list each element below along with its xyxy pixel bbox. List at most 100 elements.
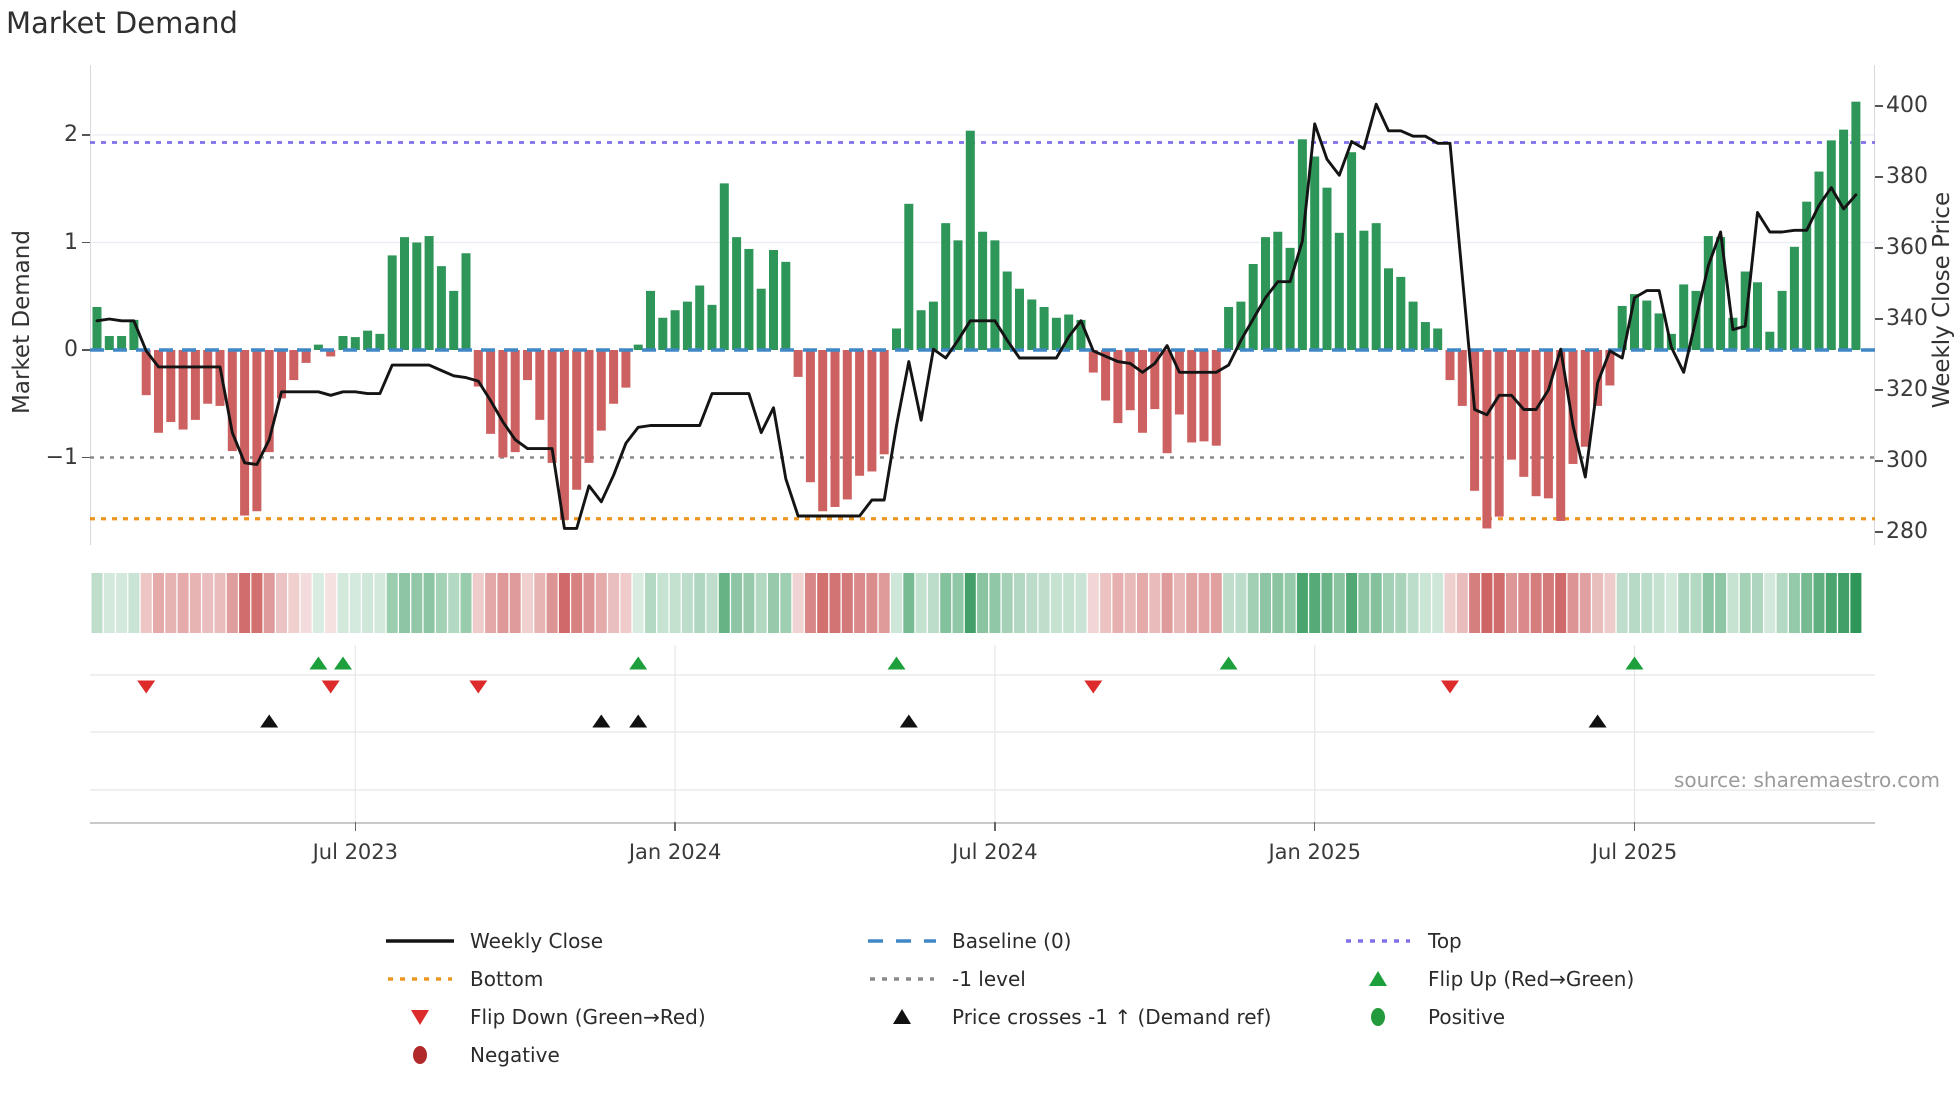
demand-bar — [1113, 350, 1123, 424]
demand-bar — [387, 255, 397, 350]
legend-label: Baseline (0) — [952, 929, 1072, 953]
heatmap-cell — [239, 573, 251, 633]
heatmap-cell — [792, 573, 804, 633]
right-tick-label: 340 — [1886, 306, 1928, 331]
heatmap-cell — [1604, 573, 1616, 633]
heatmap-cell — [1321, 573, 1333, 633]
demand-bar — [1322, 187, 1332, 350]
demand-bar — [1039, 307, 1049, 350]
heatmap-cell — [1063, 573, 1075, 633]
tick-mark — [1875, 318, 1883, 320]
demand-bar — [473, 350, 483, 387]
heatmap-cell — [460, 573, 472, 633]
legend-label: Flip Up (Red→Green) — [1428, 967, 1635, 991]
tick-mark — [82, 134, 90, 136]
heatmap-cell — [325, 573, 337, 633]
legend-item-positive: Positive — [1342, 1002, 1505, 1032]
heatmap-cell — [1296, 573, 1308, 633]
right-axis-label: Weekly Close Price — [1929, 191, 1955, 409]
heatmap-cell — [1641, 573, 1653, 633]
heatmap-cell — [263, 573, 275, 633]
heatmap-cell — [276, 573, 287, 633]
demand-bar — [461, 253, 471, 350]
heatmap-cell — [1727, 573, 1739, 633]
flip-up-marker — [309, 656, 328, 670]
heatmap-cell — [706, 573, 718, 633]
demand-bar — [596, 350, 606, 431]
heatmap-cell — [1050, 573, 1062, 633]
demand-bar — [1248, 264, 1258, 350]
demand-bar — [240, 350, 250, 516]
heatmap-cell — [583, 573, 595, 633]
demand-bar — [252, 350, 262, 512]
heatmap-cell — [1087, 573, 1099, 633]
demand-bar — [412, 242, 422, 350]
heatmap-cell — [977, 573, 989, 633]
demand-bar — [879, 350, 889, 455]
demand-bar — [1199, 350, 1209, 442]
heatmap-cell — [854, 573, 866, 633]
demand-bar — [1359, 230, 1369, 350]
legend-item-bottom: Bottom — [384, 964, 543, 994]
heatmap-cell — [927, 573, 939, 633]
price-cross-marker — [899, 714, 918, 728]
heatmap-cell — [362, 573, 374, 633]
demand-bar — [1384, 268, 1393, 350]
heatmap-cell — [1752, 573, 1763, 633]
flip-down-marker — [137, 680, 156, 694]
demand-bar — [1002, 271, 1012, 350]
heatmap-cell — [866, 573, 878, 633]
heatmap-cell — [1186, 573, 1198, 633]
heatmap-cell — [1309, 573, 1321, 633]
heatmap-cell — [399, 573, 410, 633]
demand-bar — [1494, 350, 1504, 517]
demand-bar — [1174, 350, 1184, 415]
heatmap-cell — [1137, 573, 1148, 633]
demand-bar — [707, 304, 717, 350]
demand-bar — [1789, 246, 1799, 350]
demand-price-chart — [90, 65, 1875, 545]
demand-bar — [264, 350, 274, 453]
right-tick-label: 320 — [1886, 377, 1928, 402]
heatmap-cell — [768, 573, 779, 633]
heatmap-cell — [1715, 573, 1727, 633]
demand-bar — [1236, 301, 1246, 350]
heatmap-cell — [731, 573, 743, 633]
heatmap-cell — [485, 573, 497, 633]
flip-up-marker — [1219, 656, 1238, 670]
heatmap-cell — [1469, 573, 1481, 633]
heatmap-cell — [1112, 573, 1124, 633]
demand-bar — [326, 350, 336, 357]
heatmap-cell — [780, 573, 792, 633]
flip-up-marker — [629, 656, 648, 670]
demand-bar — [1556, 350, 1566, 521]
heatmap-cell — [743, 573, 755, 633]
demand-bar — [498, 350, 508, 458]
demand-bar — [1580, 350, 1590, 447]
heatmap-cell — [558, 573, 570, 633]
heatmap-cell — [251, 573, 263, 633]
demand-bar — [941, 223, 951, 350]
demand-bar — [559, 350, 569, 520]
x-tick-label: Jul 2024 — [952, 840, 1038, 864]
demand-bar — [609, 350, 619, 404]
heatmap-cell — [1801, 573, 1813, 633]
demand-bar — [830, 350, 840, 507]
demand-bar — [350, 337, 360, 350]
legend-label: -1 level — [952, 967, 1026, 991]
heatmap-cell — [1702, 573, 1714, 633]
legend-item-baseline: Baseline (0) — [866, 926, 1071, 956]
demand-bar — [400, 237, 409, 350]
demand-bar — [1261, 237, 1270, 350]
heatmap-cell — [1014, 573, 1025, 633]
heatmap-cell — [1665, 573, 1677, 633]
heatmap-cell — [288, 573, 300, 633]
positive-dot-icon — [1342, 1004, 1414, 1030]
line-solid-glyph — [386, 939, 454, 943]
demand-bar — [1851, 101, 1861, 350]
heatmap-cell — [1567, 573, 1579, 633]
demand-bar — [978, 231, 988, 350]
signal-marker-panel — [90, 645, 1875, 822]
right-tick-label: 280 — [1886, 519, 1928, 544]
heatmap-cell — [804, 573, 816, 633]
